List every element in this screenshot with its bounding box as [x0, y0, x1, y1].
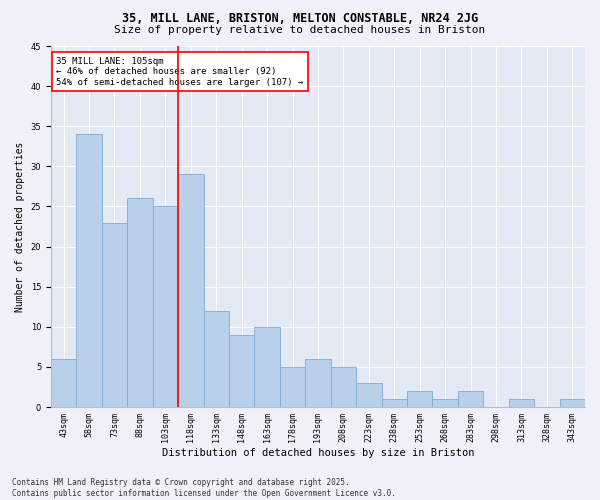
Bar: [407, 391, 433, 407]
Y-axis label: Number of detached properties: Number of detached properties: [15, 142, 25, 312]
Bar: [51, 359, 76, 407]
Bar: [178, 174, 203, 407]
Bar: [382, 399, 407, 407]
Bar: [331, 367, 356, 407]
Bar: [433, 399, 458, 407]
Bar: [280, 367, 305, 407]
Bar: [229, 335, 254, 407]
Bar: [203, 311, 229, 407]
Bar: [102, 222, 127, 407]
Bar: [305, 359, 331, 407]
Bar: [458, 391, 483, 407]
Bar: [127, 198, 152, 407]
Text: Size of property relative to detached houses in Briston: Size of property relative to detached ho…: [115, 25, 485, 35]
X-axis label: Distribution of detached houses by size in Briston: Distribution of detached houses by size …: [162, 448, 474, 458]
Bar: [509, 399, 534, 407]
Text: 35, MILL LANE, BRISTON, MELTON CONSTABLE, NR24 2JG: 35, MILL LANE, BRISTON, MELTON CONSTABLE…: [122, 12, 478, 26]
Bar: [356, 383, 382, 407]
Bar: [76, 134, 102, 407]
Bar: [152, 206, 178, 407]
Text: 35 MILL LANE: 105sqm
← 46% of detached houses are smaller (92)
54% of semi-detac: 35 MILL LANE: 105sqm ← 46% of detached h…: [56, 57, 304, 86]
Text: Contains HM Land Registry data © Crown copyright and database right 2025.
Contai: Contains HM Land Registry data © Crown c…: [12, 478, 396, 498]
Bar: [254, 327, 280, 407]
Bar: [560, 399, 585, 407]
